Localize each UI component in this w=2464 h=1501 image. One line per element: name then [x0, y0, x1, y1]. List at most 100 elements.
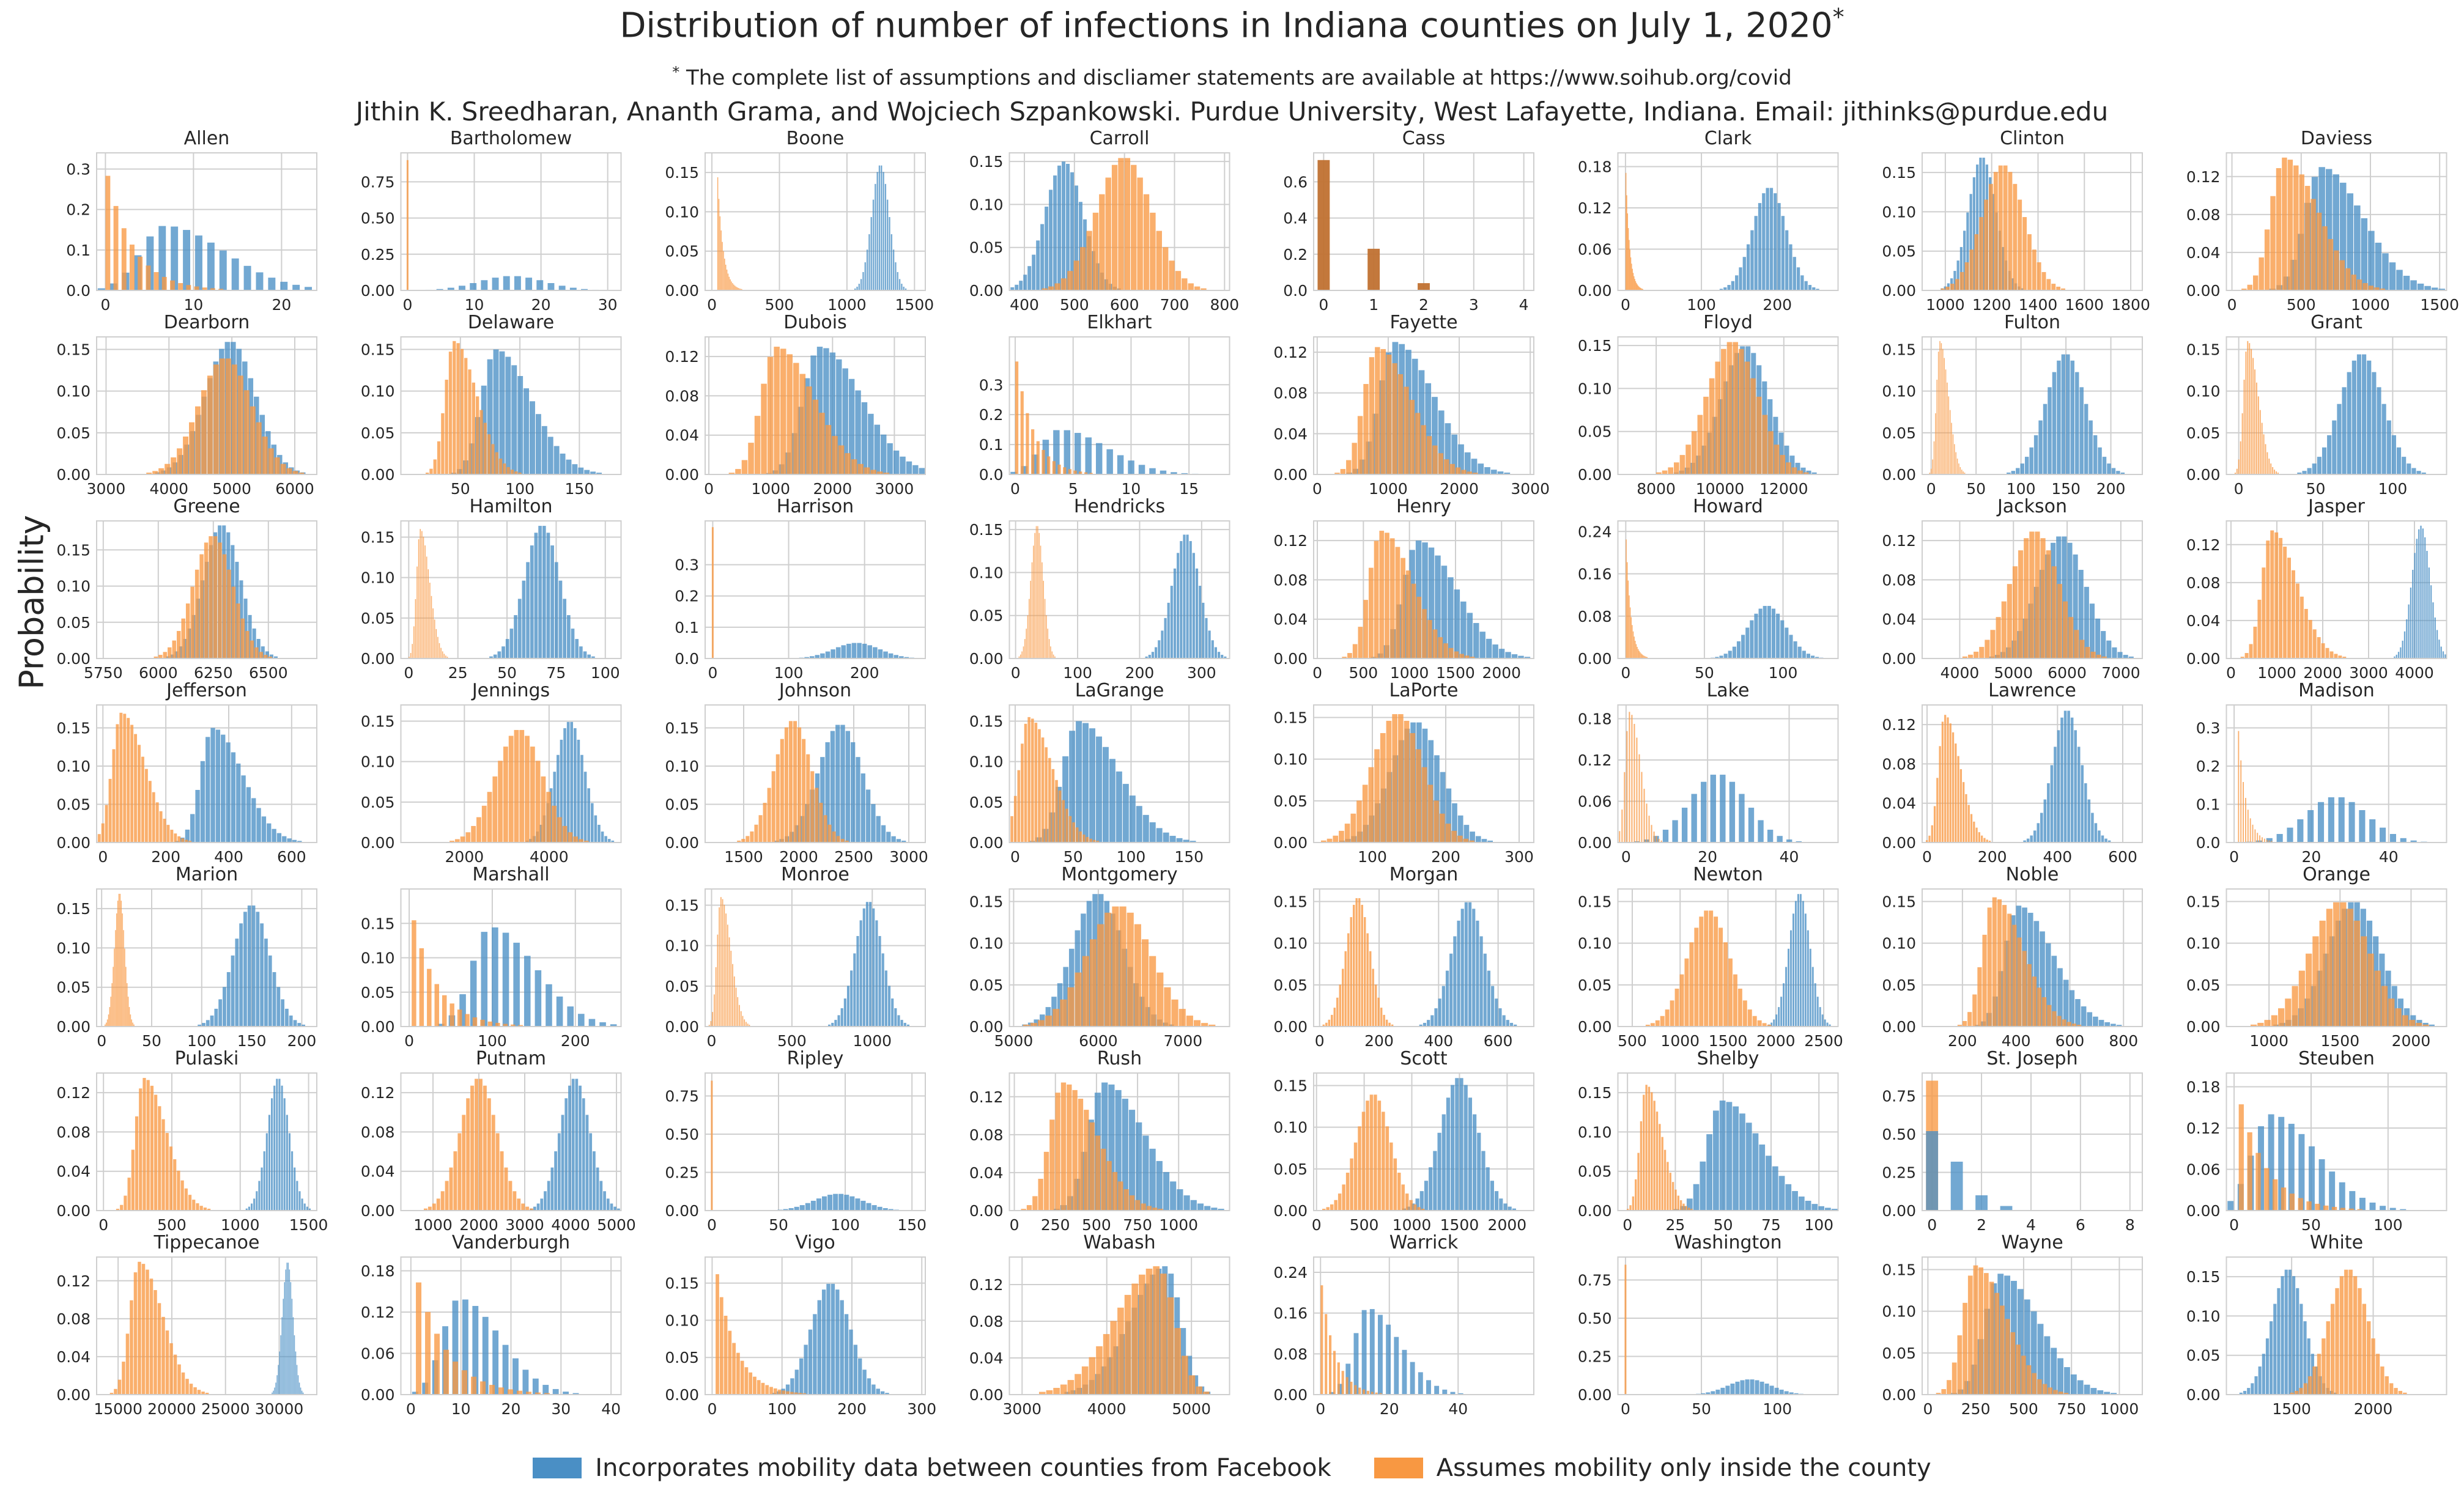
plot-frame — [705, 520, 926, 659]
y-tick-label: 0.50 — [665, 1126, 699, 1143]
bar-facebook-mobility — [1361, 1310, 1367, 1395]
bar-inside-county — [142, 1078, 146, 1211]
bar-facebook-mobility — [499, 351, 505, 474]
bar-facebook-mobility — [1448, 577, 1454, 658]
bar-inside-county — [1350, 917, 1352, 1027]
bar-facebook-mobility — [820, 653, 825, 658]
bar-facebook-mobility — [1746, 244, 1750, 290]
bar-inside-county — [1089, 1357, 1096, 1395]
y-tick-label: 0.08 — [1273, 571, 1308, 589]
bar-facebook-mobility — [862, 643, 867, 658]
bar-inside-county — [1060, 1082, 1067, 1211]
bar-facebook-mobility — [1224, 656, 1227, 658]
bar-facebook-mobility — [2420, 525, 2422, 658]
x-tick-label: 200 — [1125, 664, 1155, 682]
bar-facebook-mobility — [1450, 1392, 1456, 1395]
bar-inside-county — [1101, 1148, 1106, 1211]
bar-inside-county — [1439, 813, 1445, 843]
bar-facebook-mobility — [896, 839, 901, 843]
bar-inside-county — [154, 272, 159, 290]
bar-facebook-mobility — [1792, 913, 1794, 1027]
bar-inside-county — [823, 815, 827, 843]
bar-facebook-mobility — [610, 1024, 617, 1027]
bar-facebook-mobility — [1189, 540, 1192, 658]
bar-inside-county — [737, 840, 741, 843]
bar-facebook-mobility — [599, 1022, 606, 1027]
bar-inside-county — [840, 839, 845, 843]
bar-inside-county — [723, 251, 724, 290]
bar-facebook-mobility — [1458, 1393, 1463, 1395]
bar-facebook-mobility — [481, 932, 488, 1027]
bar-inside-county — [1051, 769, 1055, 843]
bar-facebook-mobility — [2258, 1126, 2265, 1211]
bar-facebook-mobility — [1483, 953, 1487, 1027]
bar-inside-county — [1038, 1392, 1046, 1395]
y-tick-label: 0.00 — [665, 1018, 699, 1036]
bar-inside-county — [1358, 1387, 1361, 1395]
bar-facebook-mobility — [253, 1198, 256, 1211]
bar-inside-county — [2298, 970, 2306, 1027]
bar-facebook-mobility — [862, 908, 865, 1027]
bar-inside-county — [412, 920, 416, 1027]
bar-inside-county — [2262, 837, 2263, 843]
x-tick-label: 0 — [704, 480, 714, 498]
bar-facebook-mobility — [2070, 360, 2075, 474]
bar-inside-county — [2361, 936, 2367, 1027]
bar-inside-county — [1974, 234, 1979, 290]
bar-facebook-mobility — [2416, 539, 2418, 658]
bar-facebook-mobility — [2270, 1321, 2273, 1395]
bar-inside-county — [457, 1009, 462, 1027]
bar-inside-county — [1674, 462, 1679, 474]
bar-facebook-mobility — [870, 217, 872, 290]
bar-facebook-mobility — [2318, 167, 2325, 290]
bar-inside-county — [445, 655, 446, 658]
bar-facebook-mobility — [571, 1079, 575, 1211]
x-tick-label: 6000 — [139, 664, 178, 682]
bar-facebook-mobility — [2066, 354, 2070, 474]
bar-inside-county — [535, 761, 541, 843]
bar-inside-county — [1467, 471, 1473, 474]
chart-main-title: Distribution of number of infections in … — [0, 4, 2464, 46]
bar-facebook-mobility — [2276, 834, 2283, 843]
bar-inside-county — [154, 656, 158, 658]
bar-facebook-mobility — [264, 939, 268, 1027]
bar-inside-county — [832, 831, 836, 843]
bar-facebook-mobility — [1818, 1206, 1824, 1211]
y-tick-label: 0.00 — [1578, 1202, 1612, 1220]
bar-inside-county — [1409, 400, 1415, 474]
y-tick-label: 0.00 — [1882, 466, 1916, 484]
bar-inside-county — [2090, 651, 2096, 658]
x-tick-label: 400 — [1010, 296, 1039, 314]
bar-facebook-mobility — [585, 1115, 589, 1211]
bar-inside-county — [1699, 916, 1704, 1027]
y-tick-label: 0.10 — [56, 939, 91, 957]
x-tick-label: 2000 — [779, 848, 818, 866]
bar-inside-county — [754, 416, 761, 474]
y-tick-label: 0.15 — [665, 896, 699, 914]
bar-inside-county — [130, 1300, 133, 1395]
bar-facebook-mobility — [2268, 1114, 2274, 1211]
bar-facebook-mobility — [292, 284, 300, 290]
subplot-title: Vigo — [795, 1232, 835, 1253]
x-tick-label: 8000 — [1637, 480, 1676, 498]
bar-inside-county — [1639, 287, 1640, 290]
bar-inside-county — [1691, 431, 1697, 474]
bar-facebook-mobility — [2052, 372, 2057, 474]
bar-inside-county — [254, 647, 259, 658]
bar-inside-county — [1714, 916, 1719, 1027]
bar-facebook-mobility — [844, 1314, 849, 1395]
bar-facebook-mobility — [897, 1015, 900, 1027]
bar-facebook-mobility — [1136, 1122, 1142, 1211]
y-tick-label: 0.05 — [1882, 424, 1916, 442]
x-tick-label: 1000 — [2351, 296, 2390, 314]
bar-inside-county — [1181, 1355, 1188, 1395]
bar-inside-county — [1031, 562, 1033, 658]
bar-inside-county — [472, 382, 475, 474]
bar-inside-county — [1347, 653, 1352, 658]
bar-facebook-mobility — [857, 643, 862, 658]
bar-inside-county — [1057, 464, 1061, 474]
bar-inside-county — [741, 289, 742, 290]
y-tick-label: 0.2 — [979, 406, 1004, 424]
bar-facebook-mobility — [575, 1079, 579, 1211]
